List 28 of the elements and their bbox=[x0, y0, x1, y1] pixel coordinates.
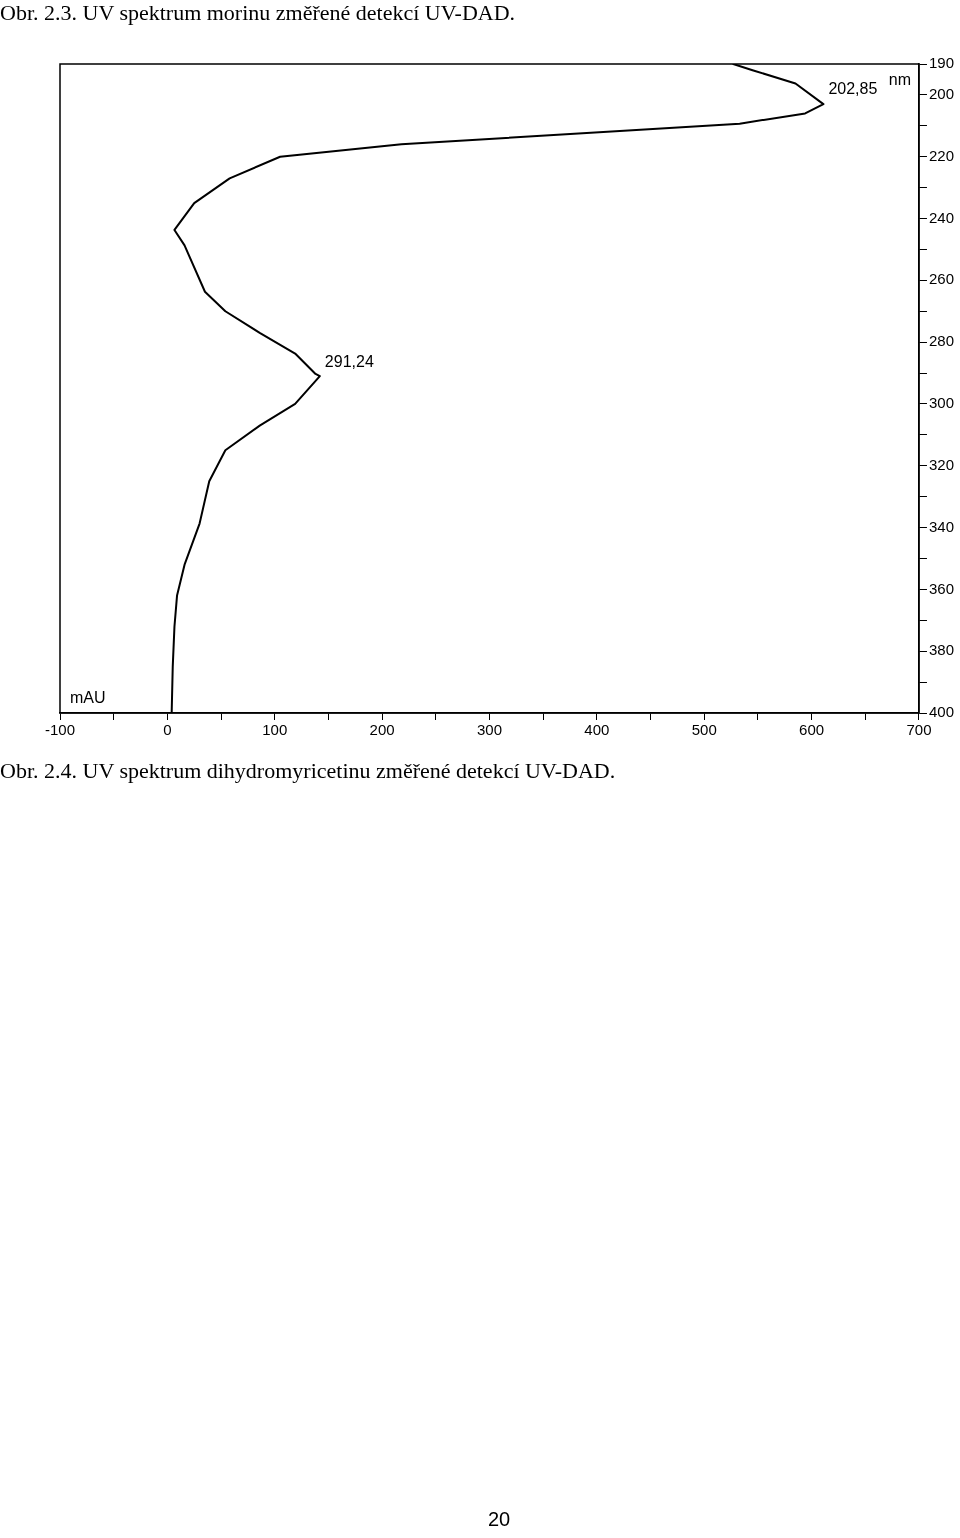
text: 20 bbox=[488, 1508, 511, 1531]
y-tick-label: 340 bbox=[928, 517, 954, 535]
x-tick-label: 100 bbox=[262, 721, 288, 739]
x-tick-label: 600 bbox=[799, 721, 825, 739]
text: Obr. 2.4. UV spektrum dihydromyricetinu změřené detekcí UV-DAD. bbox=[0, 758, 616, 784]
y-tick-label: 200 bbox=[928, 85, 954, 103]
y-tick-label: 300 bbox=[928, 394, 954, 412]
y-tick-label: 320 bbox=[928, 455, 954, 473]
y-tick-label: 190 bbox=[928, 54, 954, 72]
y-tick-label: 380 bbox=[928, 641, 954, 659]
y-tick-label: 360 bbox=[928, 579, 954, 597]
x-tick-label: -100 bbox=[44, 721, 76, 739]
y-tick-label: 240 bbox=[928, 208, 954, 226]
y-tick-label: 260 bbox=[928, 270, 954, 288]
x-axis-title: mAU bbox=[70, 689, 106, 706]
x-tick-label: 300 bbox=[476, 721, 502, 739]
y-tick-label: 400 bbox=[928, 703, 954, 721]
x-tick-label: 200 bbox=[369, 721, 395, 739]
y-axis-title: nm bbox=[888, 71, 911, 88]
annotation: 291,24 bbox=[324, 352, 374, 370]
annotation: 202,85 bbox=[828, 79, 878, 97]
x-tick-label: 400 bbox=[584, 721, 610, 739]
x-tick-label: 0 bbox=[163, 721, 172, 739]
x-tick-label: 700 bbox=[906, 721, 932, 739]
y-tick-label: 280 bbox=[928, 332, 954, 350]
x-tick-label: 500 bbox=[691, 721, 717, 739]
text: Obr. 2.3. UV spektrum morinu změřené detekcí UV-DAD. bbox=[0, 0, 516, 26]
y-tick-label: 220 bbox=[928, 146, 954, 164]
